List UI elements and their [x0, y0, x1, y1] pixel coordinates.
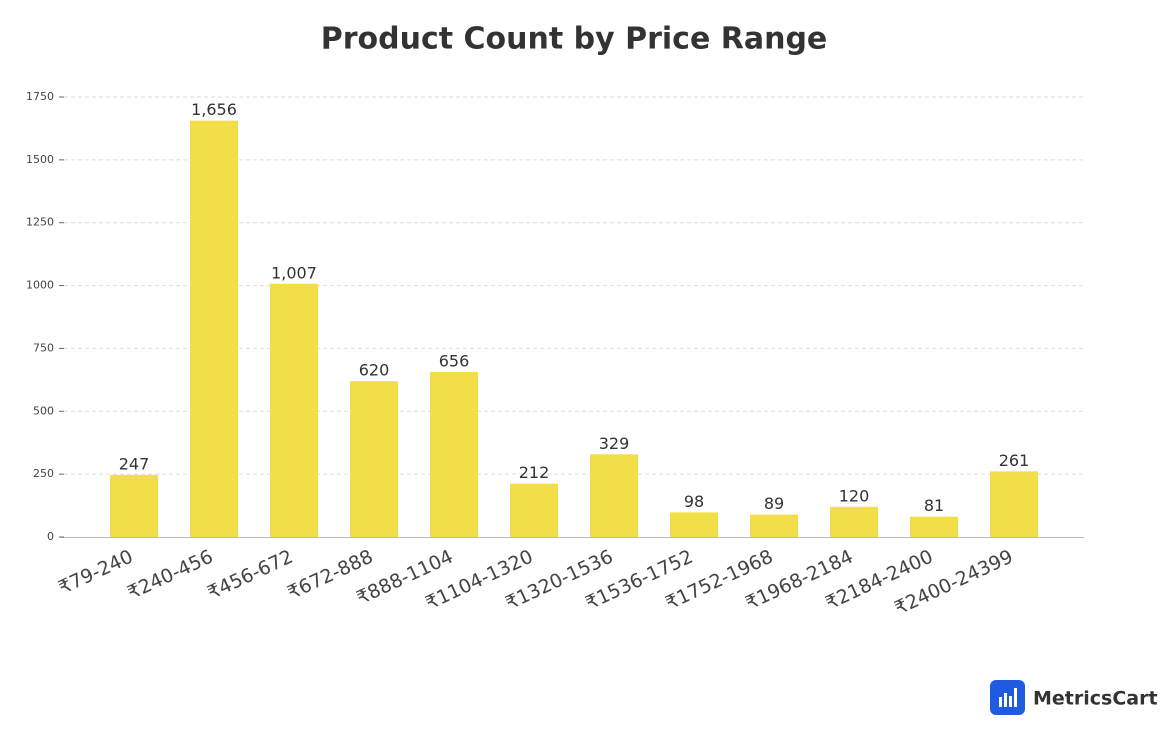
chart-title: Product Count by Price Range — [321, 22, 828, 57]
value-label: 120 — [839, 486, 870, 505]
bar — [910, 516, 958, 537]
y-tick-label: 500 — [33, 404, 54, 417]
brand-logo: MetricsCart — [990, 680, 1158, 715]
value-label: 656 — [439, 352, 470, 371]
y-tick-label: 1250 — [26, 216, 54, 229]
bar — [990, 471, 1038, 537]
value-label: 98 — [684, 492, 704, 511]
y-tick-label: 1750 — [26, 90, 54, 103]
value-label: 1,656 — [191, 100, 237, 119]
bar — [510, 483, 558, 537]
y-tick-label: 1000 — [26, 279, 54, 292]
brand-name: MetricsCart — [1033, 688, 1158, 710]
bar — [350, 381, 398, 537]
value-label: 247 — [119, 454, 150, 473]
value-label: 329 — [599, 434, 630, 453]
bar — [670, 512, 718, 537]
logo-bar — [1004, 693, 1007, 707]
bar — [830, 506, 878, 537]
value-label: 1,007 — [271, 263, 317, 282]
x-tick-label: ₹79-240 — [55, 546, 136, 599]
logo-icon — [990, 680, 1025, 715]
logo-bar — [1014, 688, 1017, 707]
logo-bar — [999, 697, 1002, 707]
bar — [430, 372, 478, 537]
bar — [590, 454, 638, 537]
y-tick-label: 0 — [47, 530, 54, 543]
x-tick-label: ₹456-672 — [204, 546, 296, 605]
value-label: 89 — [764, 494, 784, 513]
y-tick-label: 250 — [33, 467, 54, 480]
value-label: 620 — [359, 361, 390, 380]
value-label: 212 — [519, 463, 550, 482]
logo-bar — [1009, 696, 1012, 707]
value-label: 261 — [999, 451, 1030, 470]
x-tick-label: ₹240-456 — [124, 546, 216, 605]
y-tick-label: 1500 — [26, 153, 54, 166]
bar — [270, 283, 318, 537]
bar — [190, 120, 238, 538]
bar — [110, 474, 158, 537]
bar — [750, 514, 798, 537]
y-tick-label: 750 — [33, 341, 54, 354]
value-label: 81 — [924, 496, 944, 515]
